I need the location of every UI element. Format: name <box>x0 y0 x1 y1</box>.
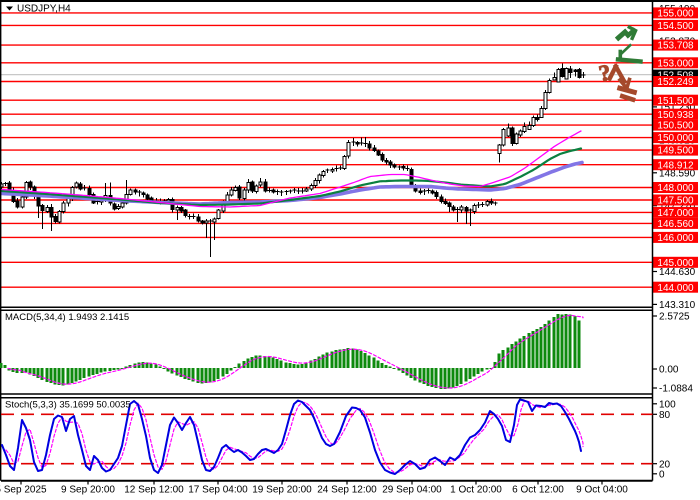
svg-text:153.708: 153.708 <box>657 41 694 52</box>
svg-text:5 Sep 2025: 5 Sep 2025 <box>0 485 47 496</box>
svg-text:29 Sep 04:00: 29 Sep 04:00 <box>382 485 442 496</box>
svg-text:80: 80 <box>659 410 671 421</box>
svg-text:155.000: 155.000 <box>657 9 694 20</box>
svg-text:USDJPY,H4: USDJPY,H4 <box>17 4 71 15</box>
svg-text:0: 0 <box>659 469 665 480</box>
svg-text:147.270: 147.270 <box>659 201 696 212</box>
svg-text:148.590: 148.590 <box>659 168 696 179</box>
svg-text:149.500: 149.500 <box>657 146 694 157</box>
svg-text:12 Sep 12:00: 12 Sep 12:00 <box>124 485 184 496</box>
svg-text:20: 20 <box>659 459 671 470</box>
svg-text:MACD(5,34,4) 1.9493 2.1415: MACD(5,34,4) 1.9493 2.1415 <box>5 312 129 323</box>
svg-text:154.500: 154.500 <box>657 21 694 32</box>
svg-text:150.938: 150.938 <box>657 110 694 121</box>
svg-text:9 Oct 04:00: 9 Oct 04:00 <box>576 485 628 496</box>
svg-text:144.630: 144.630 <box>659 267 696 278</box>
svg-text:24 Sep 12:00: 24 Sep 12:00 <box>317 485 377 496</box>
svg-text:151.230: 151.230 <box>659 103 696 114</box>
svg-text:2.5725: 2.5725 <box>659 312 690 323</box>
svg-text:144.000: 144.000 <box>657 283 694 294</box>
svg-text:153.000: 153.000 <box>657 58 694 69</box>
svg-text:9 Sep 20:00: 9 Sep 20:00 <box>61 485 115 496</box>
svg-text:148.000: 148.000 <box>657 183 694 194</box>
svg-text:100: 100 <box>659 399 676 410</box>
svg-text:151.500: 151.500 <box>657 96 694 107</box>
svg-text:19 Sep 20:00: 19 Sep 20:00 <box>252 485 312 496</box>
svg-text:148.912: 148.912 <box>657 160 694 171</box>
svg-text:Stoch(5,3,3) 35.1699 50.0035: Stoch(5,3,3) 35.1699 50.0035 <box>5 400 131 411</box>
svg-text:150.000: 150.000 <box>657 133 694 144</box>
svg-text:146.560: 146.560 <box>657 219 694 230</box>
svg-text:6 Oct 12:00: 6 Oct 12:00 <box>512 485 564 496</box>
svg-text:146.000: 146.000 <box>657 233 694 244</box>
svg-text:147.000: 147.000 <box>657 208 694 219</box>
svg-text:1 Oct 20:00: 1 Oct 20:00 <box>450 485 502 496</box>
svg-text:-1.0884: -1.0884 <box>659 384 693 395</box>
svg-text:143.310: 143.310 <box>659 300 696 311</box>
svg-text:?: ? <box>597 60 613 87</box>
svg-text:152.249: 152.249 <box>657 77 694 88</box>
svg-text:17 Sep 04:00: 17 Sep 04:00 <box>188 485 248 496</box>
svg-text:145.000: 145.000 <box>657 258 694 269</box>
svg-text:0.00: 0.00 <box>659 365 679 376</box>
svg-text:150.500: 150.500 <box>657 121 694 132</box>
svg-text:147.500: 147.500 <box>657 196 694 207</box>
